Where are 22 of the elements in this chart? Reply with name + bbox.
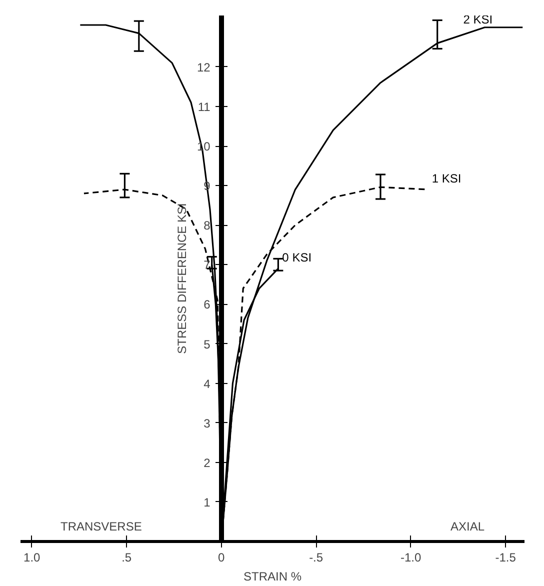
y-tick-label: 8 [204,218,211,233]
y-tick-label: 11 [198,100,211,114]
y-tick-label: 12 [196,60,211,74]
y-tick-label: 5 [204,337,211,352]
y-tick-label: 7 [204,258,211,272]
y-tick-label: 6 [204,298,211,312]
y-tick-label: 4 [204,376,211,391]
x-tick-label: -.5 [309,550,324,564]
x-axis-title: STRAIN % [243,570,302,584]
x-tick-label: 0 [218,550,226,564]
y-tick-label: 3 [204,416,211,430]
y-tick-label: 2 [204,456,211,470]
series-label: 0 KSI [282,250,312,265]
series-label: 1 KSI [432,172,462,186]
x-tick-label: -1.5 [495,550,516,564]
y-tick-label: 1 [204,495,211,510]
annotation: TRANSVERSE [60,520,142,534]
x-tick-label: .5 [122,550,132,564]
annotation: AXIAL [450,520,485,534]
y-axis-title: STRESS DIFFERENCE KSI [175,203,190,354]
x-tick-label: 1.0 [24,550,41,564]
x-tick-label: -1.0 [400,550,422,564]
